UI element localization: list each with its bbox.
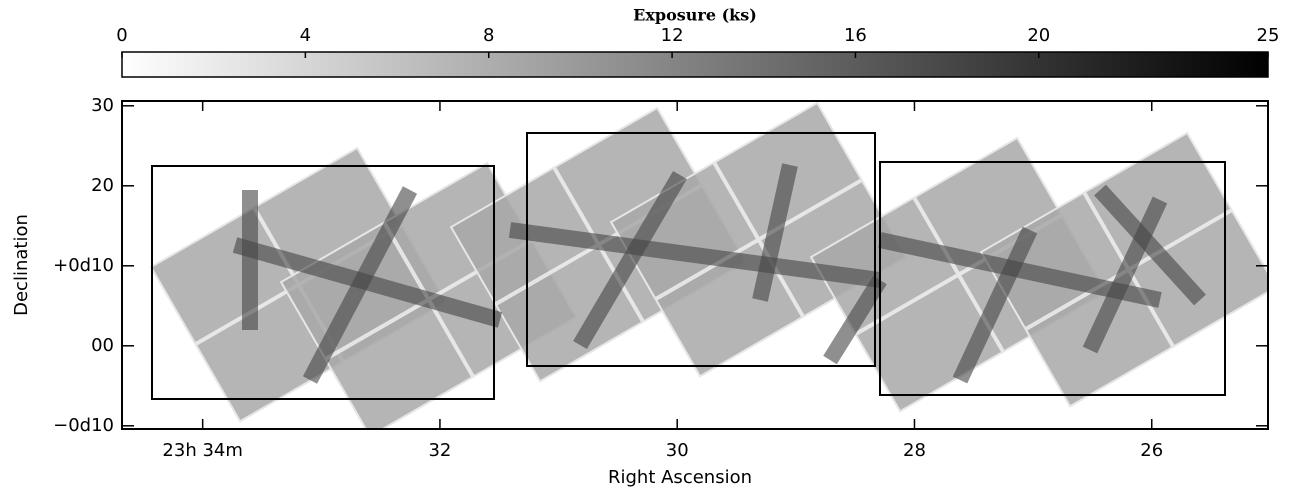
overlap-strip xyxy=(823,275,887,365)
overlap-strip xyxy=(508,222,882,288)
colorbar-tick-label: 4 xyxy=(300,25,311,46)
y-axis-label: Declination xyxy=(11,214,32,316)
chip xyxy=(809,196,959,335)
colorbar-tick-label: 25 xyxy=(1257,25,1280,46)
colorbar-tick-label: 12 xyxy=(661,25,684,46)
colorbar-tick-label: 16 xyxy=(844,25,867,46)
colorbar-tick-label: 8 xyxy=(483,25,494,46)
y-tick-label: 30 xyxy=(91,95,114,116)
overlap-strip xyxy=(1082,196,1168,354)
plot-frame xyxy=(121,100,1269,430)
overlap-strip xyxy=(752,163,798,302)
overlap-strip xyxy=(952,226,1038,384)
overlap-strip xyxy=(573,170,687,350)
field-outline xyxy=(151,165,495,400)
y-tick-label: 20 xyxy=(91,175,114,196)
x-tick-label: 30 xyxy=(666,440,689,461)
x-tick-label: 23h 34m xyxy=(162,440,242,461)
y-tick-label: +0d10 xyxy=(53,255,114,276)
colorbar-tick-label: 0 xyxy=(116,25,127,46)
x-tick-label: 28 xyxy=(903,440,926,461)
colorbar xyxy=(121,51,1269,78)
chip xyxy=(854,274,1004,413)
overlap-strip xyxy=(302,186,418,384)
y-tick-label: 00 xyxy=(91,335,114,356)
colorbar-label: Exposure (ks) xyxy=(633,6,757,25)
exposure-map xyxy=(149,101,1268,429)
field-outlines xyxy=(151,132,1226,400)
x-axis-label: Right Ascension xyxy=(608,467,752,488)
x-tick-label: 32 xyxy=(428,440,451,461)
x-tick-label: 26 xyxy=(1140,440,1163,461)
y-tick-label: −0d10 xyxy=(53,415,114,436)
overlap-strip xyxy=(1094,184,1206,306)
field-outline xyxy=(526,132,876,367)
field-outline xyxy=(879,161,1226,396)
colorbar-tick-label: 20 xyxy=(1027,25,1050,46)
